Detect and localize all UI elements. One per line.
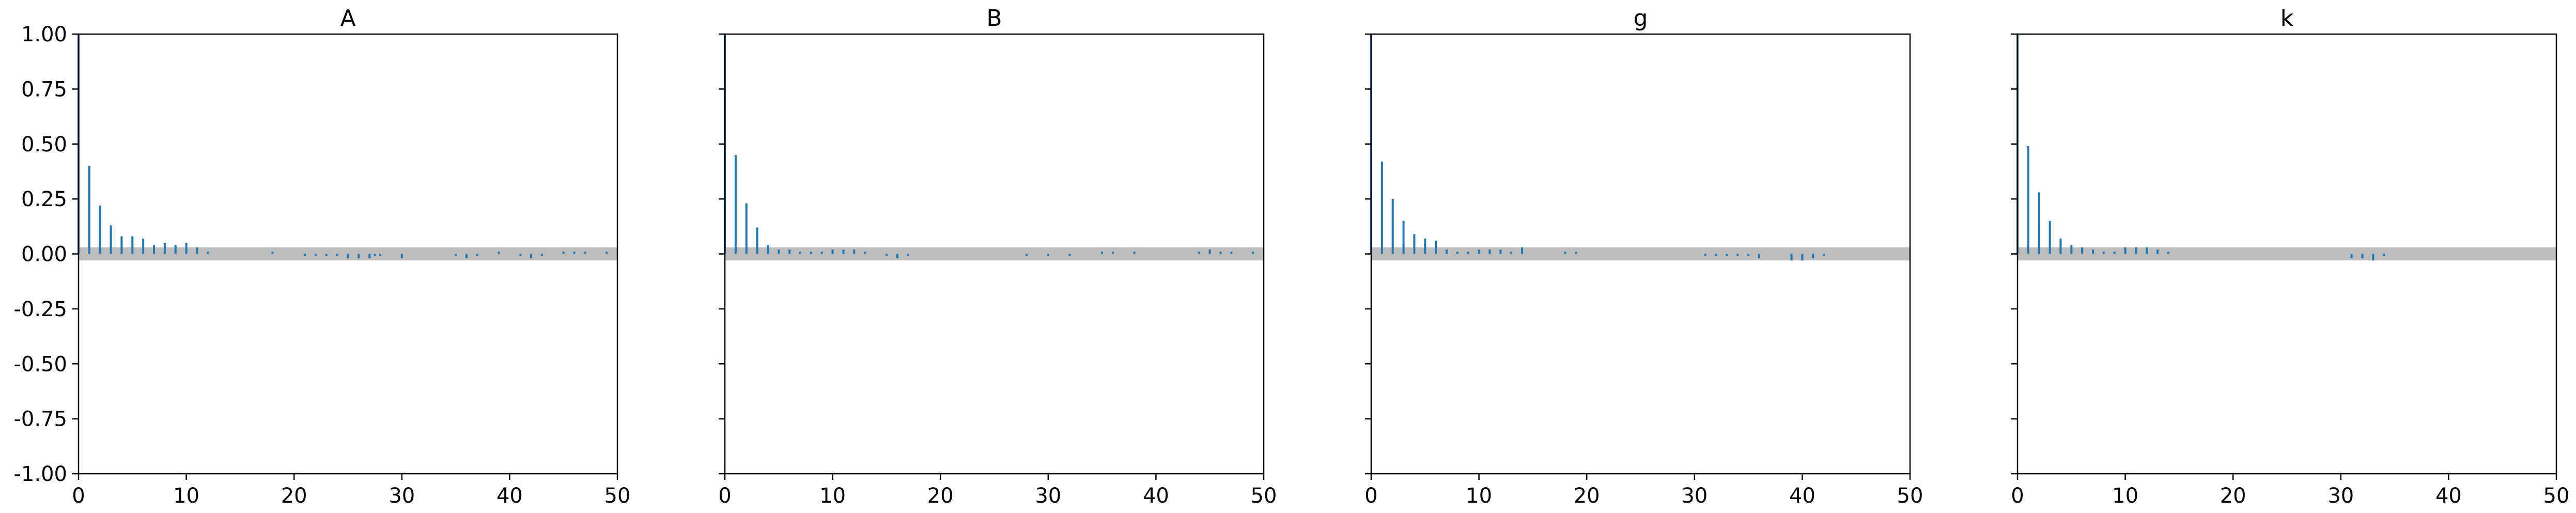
y-tick-label: 0.00: [21, 243, 67, 267]
y-tick-label: 0.75: [21, 77, 67, 101]
acf-panel-0: -1.00 -0.75 -0.50 -0.25 0.00 0.25 0.50 0.75 1.00…: [14, 5, 631, 508]
panel-title: A: [340, 5, 355, 32]
x-tick-label: 50: [604, 484, 631, 508]
x-tick-label: 10: [819, 484, 846, 508]
x-tick-label: 0: [718, 484, 731, 508]
x-tick-label: 30: [2327, 484, 2354, 508]
acf-panel-3: 0 10 20 30 40 50 k: [2011, 5, 2569, 508]
panel-title: k: [2280, 5, 2294, 32]
x-tick-label: 30: [1681, 484, 1708, 508]
x-tick-label: 0: [2011, 484, 2024, 508]
x-tick-label: 20: [927, 484, 954, 508]
x-tick-label: 20: [2220, 484, 2246, 508]
acf-panel-2: 0 10 20 30 40 50 g: [1364, 5, 1923, 508]
x-tick-label: 30: [389, 484, 415, 508]
x-tick-label: 40: [496, 484, 523, 508]
panel-title: B: [986, 5, 1002, 32]
x-tick-label: 40: [1789, 484, 1815, 508]
y-tick-label: -0.25: [14, 298, 68, 321]
x-tick-label: 10: [173, 484, 199, 508]
x-tick-label: 40: [2435, 484, 2462, 508]
x-tick-label: 40: [1143, 484, 1169, 508]
acf-panel-1: 0 10 20 30 40 50 B: [718, 5, 1277, 508]
x-tick-label: 50: [2543, 484, 2570, 508]
panel-title: g: [1634, 5, 1648, 32]
confidence-band: [1371, 247, 1910, 261]
confidence-band: [2018, 247, 2556, 261]
y-tick-label: -1.00: [14, 462, 68, 486]
y-tick-label: -0.75: [14, 408, 68, 431]
x-tick-label: 30: [1035, 484, 1061, 508]
y-tick-label: -0.50: [14, 352, 68, 376]
y-tick-label: 0.50: [21, 133, 67, 157]
x-tick-label: 10: [1466, 484, 1492, 508]
x-tick-label: 20: [1574, 484, 1600, 508]
x-tick-label: 50: [1251, 484, 1277, 508]
x-tick-label: 50: [1897, 484, 1923, 508]
y-tick-label: 0.25: [21, 188, 67, 211]
y-tick-label: 1.00: [21, 23, 67, 46]
x-tick-label: 0: [72, 484, 85, 508]
x-tick-label: 0: [1364, 484, 1377, 508]
x-tick-label: 10: [2112, 484, 2138, 508]
x-tick-label: 20: [281, 484, 307, 508]
confidence-band: [725, 247, 1264, 261]
